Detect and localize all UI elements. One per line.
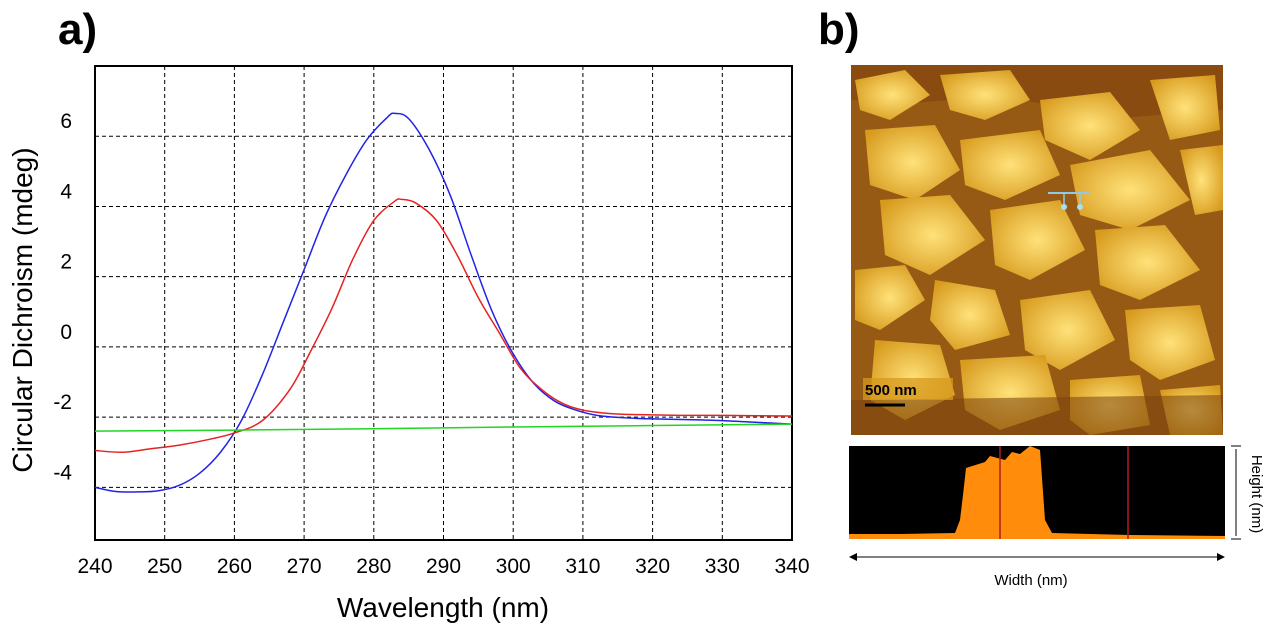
x-tick-label: 310 xyxy=(565,555,600,578)
afm-image: 500 nm xyxy=(851,65,1223,435)
y-tick-label: -4 xyxy=(53,461,72,484)
x-tick-label: 280 xyxy=(356,555,391,578)
x-tick-label: 330 xyxy=(705,555,740,578)
cd-chart: 240 250 260 270 280 290 300 310 320 330 340 -4 -2 0 2… xyxy=(7,65,810,623)
x-tick-label: 250 xyxy=(147,555,182,578)
y-tick-label: 4 xyxy=(60,180,72,203)
profile-marker xyxy=(1048,192,1090,210)
y-tick-label: -2 xyxy=(53,391,72,414)
x-tick-label: 300 xyxy=(496,555,531,578)
profile-trace xyxy=(849,446,1225,539)
x-tick-label: 340 xyxy=(774,555,809,578)
series-layer xyxy=(95,112,792,493)
x-tick-label: 320 xyxy=(635,555,670,578)
series-line-blue xyxy=(95,112,792,493)
y-axis-title: Circular Dichroism (mdeg) xyxy=(7,147,38,472)
afm-flakes xyxy=(851,65,1223,435)
x-axis-title: Wavelength (nm) xyxy=(337,592,549,623)
profile-height-label: Height (nm) xyxy=(1248,455,1265,533)
series-line-green xyxy=(95,423,792,432)
grid-lines xyxy=(95,66,792,540)
y-tick-label: 2 xyxy=(60,251,72,274)
profile-width-label: Width (nm) xyxy=(994,572,1067,589)
x-tick-label: 260 xyxy=(217,555,252,578)
x-tick-label: 270 xyxy=(287,555,322,578)
panel-a-label: a) xyxy=(58,5,98,54)
x-tick-label: 290 xyxy=(426,555,461,578)
afm-height-profile: Width (nm) Height (nm) xyxy=(849,445,1265,589)
scale-bar-label: 500 nm xyxy=(865,382,917,399)
y-tick-label: 6 xyxy=(60,110,72,133)
series-line-red xyxy=(95,198,792,453)
x-tick-label: 240 xyxy=(77,555,112,578)
y-tick-label: 0 xyxy=(60,321,72,344)
panel-b-label: b) xyxy=(818,5,860,54)
x-tick-labels: 240 250 260 270 280 290 300 310 320 330 340 xyxy=(77,555,809,578)
y-tick-labels: -4 -2 0 2 4 6 xyxy=(53,110,72,484)
